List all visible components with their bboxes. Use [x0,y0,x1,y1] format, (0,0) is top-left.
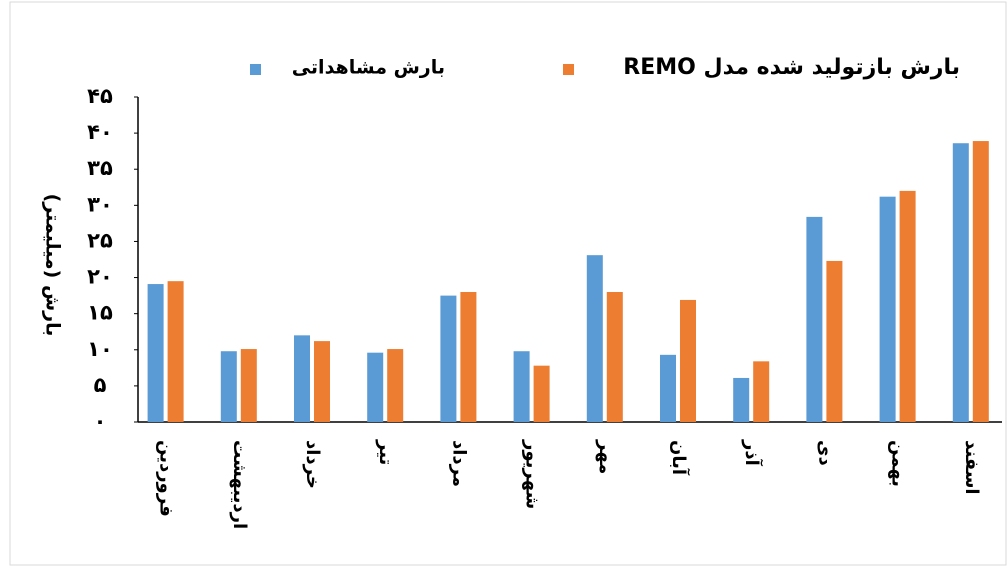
x-tick-label: فروردین [156,440,177,517]
bar [972,141,989,423]
y-tick-label: ۴۵ [87,84,113,108]
bar [533,365,550,422]
x-tick-label: خرداد [302,440,323,489]
bar [387,349,404,422]
x-tick-label: مهر [595,439,616,474]
bar [660,354,676,422]
bar [806,216,823,422]
bar [314,341,330,422]
bar [220,351,237,422]
bar [294,335,310,422]
bar [147,284,164,422]
bar [826,260,843,422]
bar [733,377,750,422]
y-tick-label: ۱۵ [87,301,113,325]
bar [586,255,603,422]
bar [879,196,896,422]
legend-label: بارش مشاهداتی [292,57,445,79]
x-tick-label: مرداد [448,440,469,487]
y-tick-label: ۳۰ [87,192,113,216]
y-tick-label: ۳۵ [87,156,113,180]
y-tick-label: ۱۰ [87,337,113,361]
x-tick-label: آذر [741,439,764,467]
bar [952,143,969,422]
y-tick-label: ۴۰ [87,120,113,144]
bar [513,351,530,422]
bar [167,281,184,422]
bar [753,361,770,422]
legend-swatch [250,64,261,75]
y-tick-label: ۲۵ [87,228,113,252]
bar [367,352,384,422]
bar [240,349,257,422]
x-tick-label: تیر [375,439,396,465]
legend-label: بارش بازتولید شده مدل REMO [623,55,960,80]
y-axis-label: بارش (میلیمتر) [42,194,64,337]
bar [899,190,916,422]
chart-frame [9,1,1007,566]
legend-swatch [563,64,574,75]
x-tick-label: شهریور [522,439,543,509]
y-tick-label: ۲۰ [87,265,113,289]
bar [680,299,696,422]
x-tick-label: دی [814,440,835,466]
bar [460,292,477,422]
bar [440,295,457,422]
x-tick-label: آبان [668,440,691,476]
x-tick-label: اسفند [961,440,982,495]
y-tick-label: ۰ [94,409,107,433]
y-tick-label: ۵ [94,373,107,397]
bar [606,292,623,422]
x-tick-label: اردیبهشت [229,440,250,529]
x-tick-label: بهمن [888,440,909,487]
